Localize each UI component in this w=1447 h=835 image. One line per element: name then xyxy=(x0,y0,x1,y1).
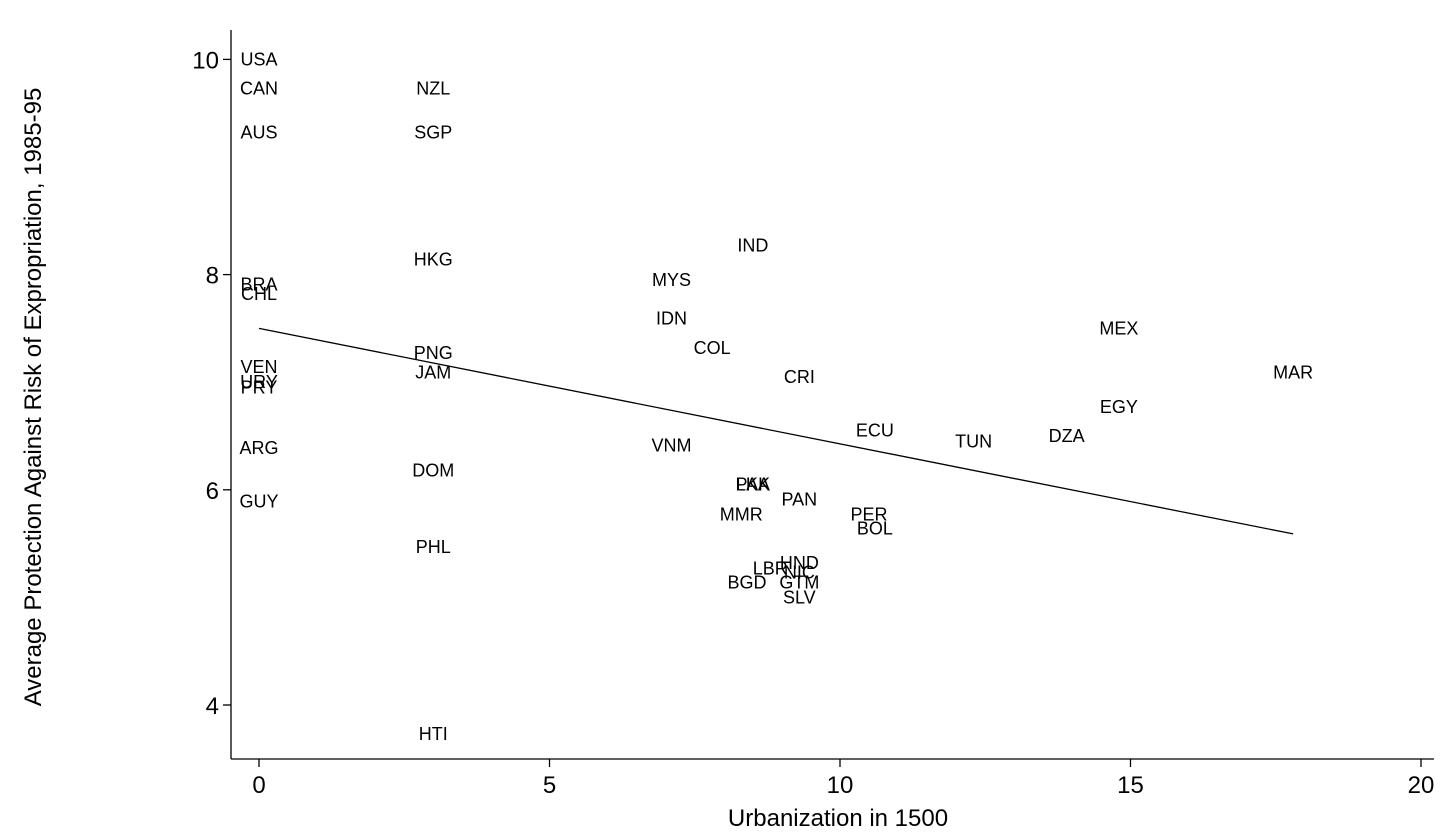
point-label-bol: BOL xyxy=(857,519,893,539)
point-label-egy: EGY xyxy=(1100,397,1138,417)
x-axis-label: Urbanization in 1500 xyxy=(728,805,948,832)
point-label-usa: USA xyxy=(240,49,277,69)
point-label-mex: MEX xyxy=(1099,318,1138,338)
point-label-mar: MAR xyxy=(1273,363,1313,383)
point-label-phl: PHL xyxy=(416,537,451,557)
point-label-chl: CHL xyxy=(241,284,277,304)
point-label-lbr: LBR xyxy=(753,558,788,578)
point-label-bgd: BGD xyxy=(728,572,767,592)
point-label-nic: NIC xyxy=(784,563,815,583)
point-label-col: COL xyxy=(694,338,731,358)
point-label-gtm: GTM xyxy=(779,572,819,592)
y-axis-label: Average Protection Against Risk of Expro… xyxy=(20,88,47,707)
point-label-ury: URY xyxy=(240,372,278,392)
x-tick-label: 10 xyxy=(827,772,854,799)
point-label-hti: HTI xyxy=(419,724,448,744)
point-label-hnd: HND xyxy=(780,553,819,573)
x-tick-label: 5 xyxy=(543,772,556,799)
fit-line-group xyxy=(258,327,1294,535)
point-label-tun: TUN xyxy=(955,431,992,451)
fit-line xyxy=(258,327,1294,535)
point-label-jam: JAM xyxy=(415,363,451,383)
point-label-idn: IDN xyxy=(656,309,687,329)
point-label-ven: VEN xyxy=(240,357,277,377)
y-tick-label: 6 xyxy=(206,478,219,505)
point-label-pan: PAN xyxy=(781,489,817,509)
point-label-cri: CRI xyxy=(784,367,815,387)
point-label-slv: SLV xyxy=(783,587,816,607)
point-label-pak: PAK xyxy=(736,474,771,494)
x-tick-label: 20 xyxy=(1408,772,1435,799)
y-tick-label: 4 xyxy=(206,693,219,720)
point-label-mys: MYS xyxy=(652,270,691,290)
point-label-mmr: MMR xyxy=(720,505,763,525)
point-label-arg: ARG xyxy=(239,438,278,458)
point-label-guy: GUY xyxy=(239,492,278,512)
point-label-bra: BRA xyxy=(240,274,277,294)
y-tick-label: 8 xyxy=(206,263,219,290)
point-label-can: CAN xyxy=(240,78,278,98)
point-label-pry: PRY xyxy=(241,378,278,398)
x-tick-label: 0 xyxy=(252,772,265,799)
x-tick-label: 15 xyxy=(1117,772,1144,799)
point-label-sgp: SGP xyxy=(414,123,452,143)
y-tick-label: 10 xyxy=(192,47,219,74)
point-label-lka: LKA xyxy=(736,474,770,494)
point-label-aus: AUS xyxy=(240,123,277,143)
point-label-dom: DOM xyxy=(412,460,454,480)
point-label-png: PNG xyxy=(414,343,453,363)
point-label-ecu: ECU xyxy=(856,421,894,441)
axes: 0 5 10 15 20 4 6 8 10 xyxy=(192,30,1434,799)
point-label-ind: IND xyxy=(737,236,768,256)
point-label-dza: DZA xyxy=(1049,426,1085,446)
point-label-hkg: HKG xyxy=(414,250,453,270)
point-label-per: PER xyxy=(851,505,888,525)
point-label-vnm: VNM xyxy=(652,436,692,456)
point-label-nzl: NZL xyxy=(416,78,450,98)
